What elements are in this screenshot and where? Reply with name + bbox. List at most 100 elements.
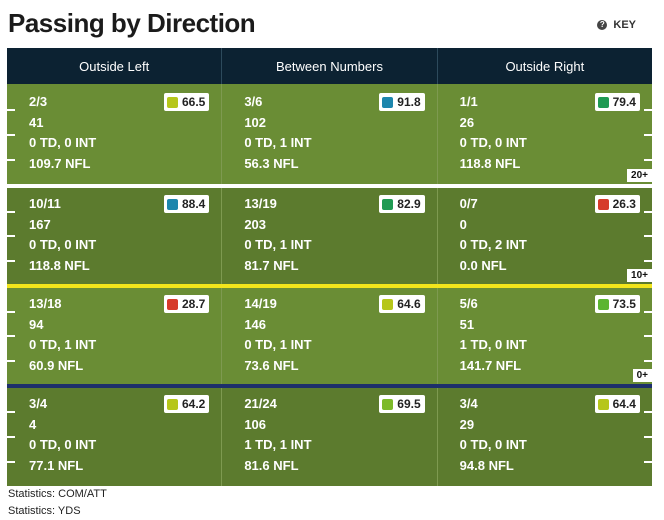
td-int-value: 0 TD, 1 INT — [29, 337, 97, 352]
comp-att-value: 14/19 — [244, 296, 277, 311]
grade-color-swatch — [597, 96, 609, 108]
direction-header: Outside Left Between Numbers Outside Rig… — [7, 48, 652, 84]
zone-cell-outside-left[interactable]: 13/18 94 0 TD, 1 INT 60.9 NFL 28.7 — [7, 286, 221, 384]
td-int-value: 0 TD, 0 INT — [29, 237, 97, 252]
hash-mark — [7, 311, 15, 313]
td-int-value: 0 TD, 1 INT — [244, 135, 312, 150]
column-header-outside-right: Outside Right — [436, 48, 652, 84]
grade-badge: 64.6 — [379, 295, 425, 313]
hash-mark — [7, 260, 15, 262]
yards-value: 94 — [29, 316, 44, 332]
nfl-rating-value: 77.1 NFL — [29, 457, 84, 473]
grade-value: 79.4 — [612, 95, 636, 109]
key-label: KEY — [613, 19, 636, 31]
hash-mark — [644, 335, 652, 337]
nfl-rating-value: 141.7 NFL — [459, 357, 522, 373]
nfl-rating-value: 0.0 NFL — [459, 257, 507, 273]
hash-mark — [7, 335, 15, 337]
hash-mark — [644, 311, 652, 313]
comp-att-value: 2/3 — [29, 94, 48, 109]
nfl-rating-value: 81.6 NFL — [244, 457, 299, 473]
column-header-between-numbers: Between Numbers — [221, 48, 436, 84]
hash-mark — [644, 109, 652, 111]
grade-badge: 28.7 — [163, 295, 210, 313]
grade-value: 64.4 — [612, 397, 636, 411]
hash-mark — [644, 461, 652, 463]
comp-att-value: 10/11 — [29, 196, 61, 211]
yards-value: 4 — [29, 416, 37, 432]
hash-mark — [644, 436, 652, 438]
zone-cell-outside-right[interactable]: 0/7 0 0 TD, 2 INT 0.0 NFL 26.3 — [436, 186, 652, 284]
td-int-value: 0 TD, 0 INT — [29, 135, 97, 150]
nfl-rating-value: 81.7 NFL — [244, 257, 299, 273]
grade-value: 26.3 — [612, 197, 636, 211]
comp-att-value: 21/24 — [244, 396, 277, 411]
zone-cell-outside-left[interactable]: 2/3 41 0 TD, 0 INT 109.7 NFL 66.5 — [7, 84, 221, 184]
hash-mark — [7, 461, 15, 463]
column-header-outside-left: Outside Left — [79, 58, 150, 74]
zone-row-3: 13/18 94 0 TD, 1 INT 60.9 NFL 28.7 14/19 146 0 … — [7, 286, 652, 384]
zone-divider-line — [7, 384, 652, 388]
hash-mark — [7, 411, 15, 413]
zone-cell-between-numbers[interactable]: 21/24 106 1 TD, 1 INT 81.6 NFL 69.5 — [221, 386, 436, 486]
footer-stat-yds: Statistics: YDS — [8, 505, 81, 517]
yards-value: 102 — [244, 114, 267, 130]
key-button[interactable]: ? KEY — [597, 19, 636, 31]
grade-color-swatch — [597, 298, 609, 310]
grade-badge: 64.2 — [163, 395, 210, 413]
yards-value: 0 — [459, 216, 467, 232]
comp-att-value: 0/7 — [459, 196, 478, 211]
yard-marker: 10+ — [627, 269, 652, 282]
grade-value: 69.5 — [397, 397, 421, 411]
td-int-value: 0 TD, 0 INT — [459, 135, 527, 150]
td-int-value: 0 TD, 0 INT — [459, 437, 527, 452]
zone-cell-between-numbers[interactable]: 14/19 146 0 TD, 1 INT 73.6 NFL 64.6 — [221, 286, 436, 384]
grade-badge: 66.5 — [163, 93, 210, 111]
grade-color-swatch — [597, 198, 609, 210]
nfl-rating-value: 60.9 NFL — [29, 357, 84, 373]
hash-mark — [7, 159, 15, 161]
yards-value: 51 — [459, 316, 475, 332]
hash-mark — [7, 360, 15, 362]
nfl-rating-value: 73.6 NFL — [244, 357, 299, 373]
grade-color-swatch — [382, 96, 394, 108]
yards-value: 26 — [459, 114, 475, 130]
hash-mark — [7, 235, 15, 237]
hash-mark — [644, 211, 652, 213]
zone-cell-outside-left[interactable]: 10/11 167 0 TD, 0 INT 118.8 NFL 88.4 — [7, 186, 221, 284]
grade-color-swatch — [382, 198, 394, 210]
yards-value: 41 — [29, 114, 44, 130]
hash-mark — [7, 436, 15, 438]
nfl-rating-value: 109.7 NFL — [29, 155, 91, 171]
td-int-value: 1 TD, 1 INT — [244, 437, 312, 452]
comp-att-value: 5/6 — [459, 296, 478, 311]
football-field-grid: 2/3 41 0 TD, 0 INT 109.7 NFL 66.5 3/6 102 0 TD,… — [7, 84, 652, 486]
zone-cell-between-numbers[interactable]: 13/19 203 0 TD, 1 INT 81.7 NFL 82.9 — [221, 186, 436, 284]
grade-color-swatch — [166, 398, 178, 410]
zone-cell-outside-left[interactable]: 3/4 4 0 TD, 0 INT 77.1 NFL 64.2 — [7, 386, 221, 486]
td-int-value: 0 TD, 1 INT — [244, 237, 312, 252]
grade-color-swatch — [382, 298, 394, 310]
yards-value: 29 — [459, 416, 475, 432]
comp-att-value: 3/6 — [244, 94, 263, 109]
comp-att-value: 13/19 — [244, 196, 277, 211]
td-int-value: 0 TD, 2 INT — [459, 237, 527, 252]
zone-cell-between-numbers[interactable]: 3/6 102 0 TD, 1 INT 56.3 NFL 91.8 — [221, 84, 436, 184]
nfl-rating-value: 56.3 NFL — [244, 155, 299, 171]
yards-value: 106 — [244, 416, 267, 432]
yards-value: 167 — [29, 216, 51, 232]
td-int-value: 0 TD, 0 INT — [29, 437, 97, 452]
zone-cell-outside-right[interactable]: 3/4 29 0 TD, 0 INT 94.8 NFL 64.4 — [436, 386, 652, 486]
grade-color-swatch — [166, 198, 178, 210]
hash-mark — [644, 360, 652, 362]
zone-cell-outside-right[interactable]: 5/6 51 1 TD, 0 INT 141.7 NFL 73.5 — [436, 286, 652, 384]
page-title: Passing by Direction — [8, 8, 256, 38]
comp-att-value: 1/1 — [459, 94, 478, 109]
nfl-rating-value: 94.8 NFL — [459, 457, 514, 473]
grade-value: 66.5 — [181, 95, 206, 109]
grade-badge: 73.5 — [594, 295, 640, 313]
footer-stat-com-att: Statistics: COM/ATT — [8, 488, 107, 500]
td-int-value: 0 TD, 1 INT — [244, 337, 312, 352]
zone-cell-outside-right[interactable]: 1/1 26 0 TD, 0 INT 118.8 NFL 79.4 — [436, 84, 652, 184]
hash-mark — [7, 211, 15, 213]
